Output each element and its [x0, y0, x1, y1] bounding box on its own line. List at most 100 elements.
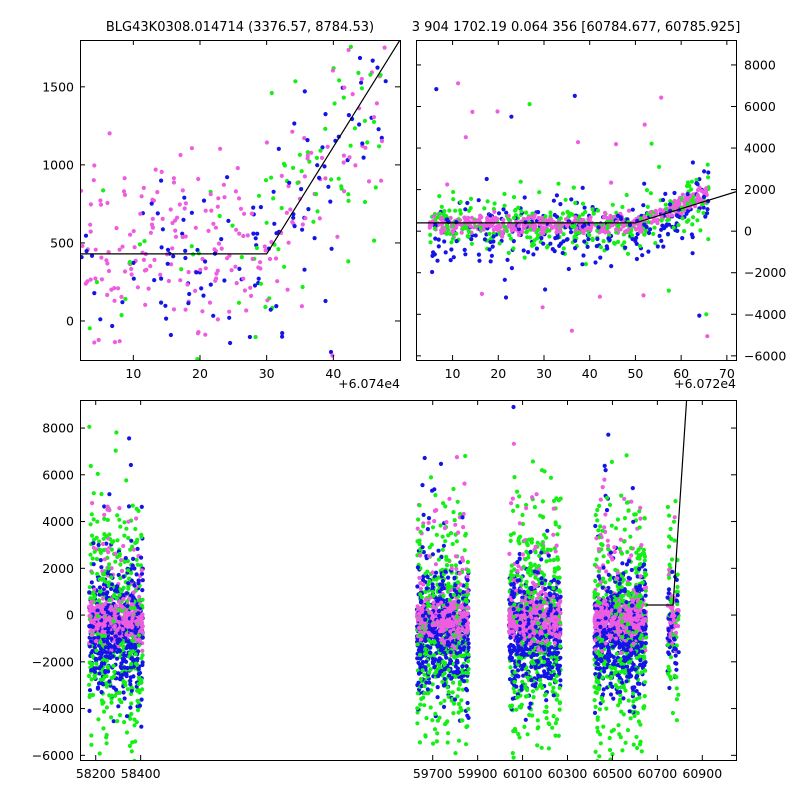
data-point-blue	[136, 671, 141, 676]
data-point-magenta	[139, 622, 144, 627]
data-point-blue	[97, 585, 102, 590]
data-point-magenta	[263, 248, 268, 253]
data-point-green	[97, 539, 102, 544]
data-point-magenta	[541, 226, 546, 231]
data-point-green	[134, 557, 139, 562]
data-point-green	[131, 638, 136, 644]
data-point-magenta	[443, 608, 448, 614]
data-point-magenta	[88, 277, 93, 282]
data-point-green	[104, 534, 109, 539]
data-point-magenta	[454, 225, 459, 230]
data-point-green	[117, 713, 123, 718]
data-point-green	[704, 312, 709, 317]
data-point-blue	[573, 246, 578, 251]
data-point-blue	[99, 690, 104, 695]
data-point-blue	[253, 236, 258, 241]
top-right-x-offset: +6.072e4	[674, 376, 736, 391]
data-point-magenta	[452, 599, 457, 604]
data-point-blue	[548, 241, 553, 246]
data-point-green	[437, 211, 443, 216]
data-point-green	[356, 70, 361, 75]
data-point-green	[118, 562, 123, 567]
data-point-magenta	[112, 298, 117, 303]
data-point-green	[98, 640, 103, 645]
data-point-green	[128, 691, 134, 697]
data-point-blue	[117, 648, 123, 654]
data-point-magenta	[113, 609, 118, 615]
data-point-blue	[433, 236, 438, 241]
data-point-green	[135, 708, 141, 713]
data-point-green	[587, 233, 592, 238]
data-point-blue	[87, 590, 92, 595]
data-point-magenta	[95, 626, 100, 631]
data-point-magenta	[421, 631, 426, 636]
data-point-magenta	[203, 208, 208, 213]
data-point-magenta	[122, 192, 128, 197]
data-point-magenta	[216, 196, 221, 201]
data-point-green	[89, 533, 95, 538]
data-point-blue	[128, 675, 133, 680]
data-point-blue	[98, 558, 103, 563]
data-point-green	[558, 216, 563, 221]
data-point-blue	[690, 251, 695, 256]
data-point-blue	[455, 660, 460, 665]
data-point-green	[684, 219, 690, 224]
data-point-green	[99, 698, 104, 703]
data-point-magenta	[116, 286, 121, 291]
data-point-green	[133, 661, 139, 666]
data-point-blue	[149, 201, 154, 206]
data-point-magenta	[495, 109, 500, 114]
data-point-magenta	[117, 247, 122, 252]
data-point-blue	[201, 293, 206, 298]
data-point-blue	[163, 303, 168, 308]
data-point-magenta	[105, 292, 110, 298]
data-point-green	[491, 231, 496, 236]
data-point-blue	[551, 198, 556, 203]
data-point-green	[465, 234, 470, 239]
data-point-magenta	[520, 552, 525, 557]
data-point-green	[113, 448, 118, 453]
data-point-green	[522, 255, 527, 260]
data-point-green	[456, 710, 461, 715]
data-point-blue	[302, 89, 307, 94]
x-tick-label: 30	[259, 366, 275, 381]
data-point-green	[418, 652, 423, 657]
data-point-magenta	[341, 160, 346, 165]
data-point-green	[451, 711, 456, 716]
data-point-green	[547, 682, 553, 687]
data-point-magenta	[137, 639, 143, 644]
data-point-magenta	[374, 101, 379, 106]
data-point-green	[530, 243, 535, 248]
data-point-magenta	[129, 619, 134, 624]
data-point-green	[583, 209, 588, 215]
data-point-blue	[451, 611, 456, 616]
data-point-green	[447, 597, 452, 602]
data-point-blue	[128, 705, 133, 710]
data-point-magenta	[139, 613, 144, 618]
data-point-magenta	[302, 174, 307, 179]
data-point-magenta	[88, 229, 93, 234]
data-point-magenta	[121, 543, 126, 549]
data-point-green	[418, 529, 423, 534]
data-point-magenta	[143, 302, 148, 307]
data-point-magenta	[98, 202, 104, 207]
top-left-x-offset: +6.074e4	[338, 376, 400, 391]
data-point-blue	[164, 316, 169, 321]
data-point-blue	[99, 651, 105, 656]
data-point-green	[269, 175, 274, 180]
data-point-magenta	[264, 140, 269, 145]
data-point-green	[438, 701, 443, 706]
data-point-green	[528, 227, 533, 232]
data-point-green	[123, 683, 128, 688]
data-point-green	[230, 223, 235, 228]
data-point-green	[293, 79, 298, 84]
data-point-magenta	[265, 298, 270, 303]
data-point-green	[446, 731, 451, 736]
y-tick-label: 4000	[744, 141, 776, 156]
data-point-green	[432, 653, 437, 658]
data-point-blue	[434, 87, 439, 92]
data-point-green	[434, 739, 439, 744]
data-point-blue	[237, 266, 242, 271]
y-tick-label: 0	[744, 224, 752, 239]
data-point-blue	[182, 195, 187, 200]
